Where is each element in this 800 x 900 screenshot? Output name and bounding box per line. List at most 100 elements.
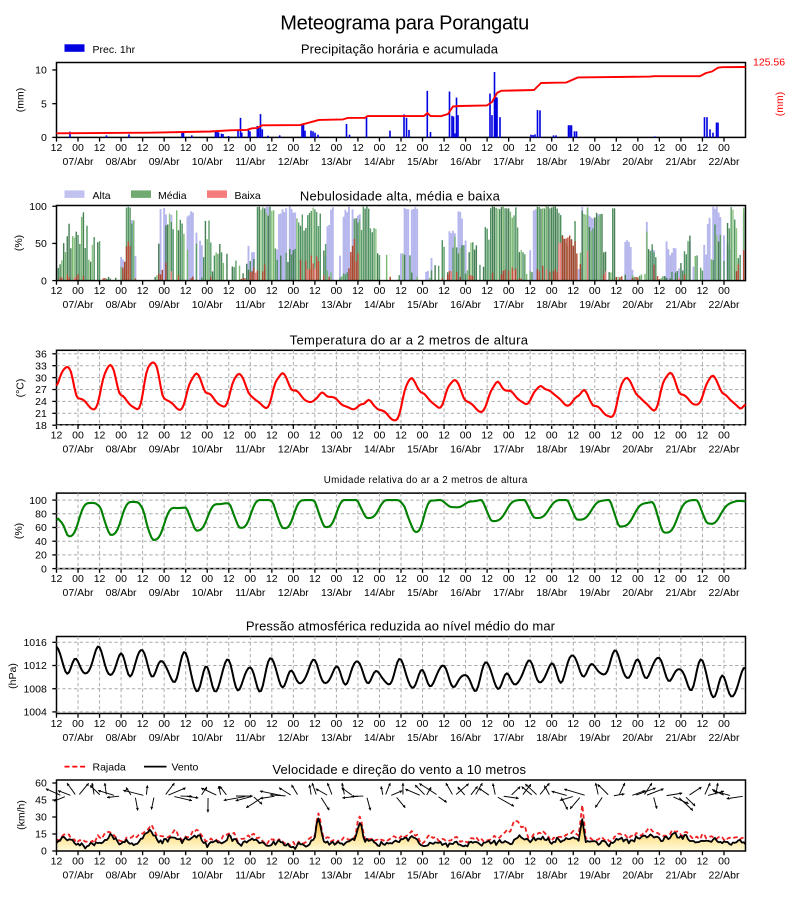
- svg-text:07/Abr: 07/Abr: [63, 732, 94, 744]
- svg-text:00: 00: [72, 142, 84, 154]
- svg-text:00: 00: [244, 285, 256, 297]
- svg-text:00: 00: [72, 429, 84, 441]
- svg-text:24: 24: [35, 396, 47, 408]
- svg-text:1004: 1004: [23, 707, 47, 719]
- svg-text:00: 00: [503, 718, 515, 730]
- svg-text:17/Abr: 17/Abr: [493, 587, 524, 599]
- svg-text:15/Abr: 15/Abr: [407, 870, 438, 882]
- svg-text:11/Abr: 11/Abr: [235, 299, 266, 311]
- svg-text:15/Abr: 15/Abr: [407, 156, 438, 168]
- svg-text:(mm): (mm): [774, 92, 786, 117]
- svg-text:00: 00: [158, 718, 170, 730]
- svg-text:00: 00: [417, 573, 429, 585]
- svg-text:14/Abr: 14/Abr: [364, 299, 395, 311]
- svg-text:00: 00: [417, 718, 429, 730]
- svg-text:00: 00: [115, 142, 127, 154]
- svg-text:08/Abr: 08/Abr: [106, 587, 137, 599]
- svg-text:12: 12: [697, 718, 709, 730]
- svg-text:12: 12: [352, 142, 364, 154]
- svg-text:00: 00: [201, 856, 213, 868]
- svg-text:00: 00: [417, 142, 429, 154]
- svg-text:12: 12: [610, 142, 622, 154]
- svg-text:12: 12: [481, 856, 493, 868]
- svg-text:(%): (%): [13, 523, 25, 539]
- svg-text:12: 12: [481, 573, 493, 585]
- svg-text:12: 12: [567, 573, 579, 585]
- svg-text:12/Abr: 12/Abr: [278, 870, 309, 882]
- svg-text:00: 00: [331, 573, 343, 585]
- svg-text:12: 12: [266, 285, 278, 297]
- svg-text:12: 12: [266, 718, 278, 730]
- svg-text:00: 00: [374, 718, 386, 730]
- svg-text:12: 12: [137, 285, 149, 297]
- svg-text:12: 12: [438, 285, 450, 297]
- svg-text:60: 60: [35, 522, 47, 534]
- svg-text:11/Abr: 11/Abr: [235, 587, 266, 599]
- svg-text:21/Abr: 21/Abr: [665, 732, 696, 744]
- svg-text:12: 12: [180, 429, 192, 441]
- svg-text:00: 00: [201, 573, 213, 585]
- svg-text:00: 00: [115, 429, 127, 441]
- svg-text:19/Abr: 19/Abr: [579, 587, 610, 599]
- svg-text:09/Abr: 09/Abr: [149, 156, 180, 168]
- svg-text:00: 00: [718, 142, 730, 154]
- svg-text:00: 00: [589, 285, 601, 297]
- svg-text:00: 00: [201, 718, 213, 730]
- svg-text:20/Abr: 20/Abr: [622, 732, 653, 744]
- svg-text:12: 12: [567, 429, 579, 441]
- svg-text:11/Abr: 11/Abr: [235, 156, 266, 168]
- svg-text:12: 12: [223, 142, 235, 154]
- svg-text:12: 12: [223, 718, 235, 730]
- svg-text:09/Abr: 09/Abr: [149, 443, 180, 455]
- svg-text:(hPa): (hPa): [7, 663, 19, 689]
- svg-text:00: 00: [718, 856, 730, 868]
- svg-text:18/Abr: 18/Abr: [536, 732, 567, 744]
- svg-text:12: 12: [266, 573, 278, 585]
- svg-text:12: 12: [567, 142, 579, 154]
- svg-text:12: 12: [654, 573, 666, 585]
- svg-text:21/Abr: 21/Abr: [665, 870, 696, 882]
- svg-text:Vento: Vento: [172, 762, 199, 774]
- svg-text:12: 12: [610, 856, 622, 868]
- svg-text:14/Abr: 14/Abr: [364, 443, 395, 455]
- svg-text:12: 12: [610, 718, 622, 730]
- svg-text:12: 12: [395, 573, 407, 585]
- svg-text:00: 00: [632, 718, 644, 730]
- svg-text:00: 00: [244, 429, 256, 441]
- svg-text:12: 12: [697, 856, 709, 868]
- svg-text:80: 80: [35, 509, 47, 521]
- svg-text:18/Abr: 18/Abr: [536, 587, 567, 599]
- svg-text:10/Abr: 10/Abr: [192, 870, 223, 882]
- svg-text:00: 00: [589, 718, 601, 730]
- svg-text:00: 00: [589, 142, 601, 154]
- svg-text:00: 00: [718, 429, 730, 441]
- svg-text:00: 00: [72, 856, 84, 868]
- svg-text:12: 12: [567, 285, 579, 297]
- svg-text:00: 00: [589, 856, 601, 868]
- svg-text:12: 12: [352, 429, 364, 441]
- svg-text:07/Abr: 07/Abr: [63, 870, 94, 882]
- svg-text:00: 00: [72, 573, 84, 585]
- svg-text:12: 12: [352, 856, 364, 868]
- svg-text:(°C): (°C): [15, 379, 27, 398]
- svg-text:00: 00: [718, 573, 730, 585]
- svg-text:19/Abr: 19/Abr: [579, 156, 610, 168]
- svg-text:00: 00: [460, 856, 472, 868]
- svg-text:17/Abr: 17/Abr: [493, 299, 524, 311]
- svg-text:5: 5: [41, 98, 47, 110]
- svg-text:12: 12: [180, 718, 192, 730]
- svg-text:Temperatura do ar a 2 metros d: Temperatura do ar a 2 metros de altura: [290, 332, 529, 347]
- svg-text:10: 10: [35, 65, 47, 77]
- svg-text:00: 00: [374, 142, 386, 154]
- svg-text:21/Abr: 21/Abr: [665, 299, 696, 311]
- svg-text:12: 12: [180, 573, 192, 585]
- svg-text:60: 60: [35, 778, 47, 790]
- svg-text:00: 00: [115, 573, 127, 585]
- svg-text:20/Abr: 20/Abr: [622, 587, 653, 599]
- svg-text:12: 12: [697, 142, 709, 154]
- svg-text:11/Abr: 11/Abr: [235, 732, 266, 744]
- svg-text:12: 12: [137, 856, 149, 868]
- svg-text:00: 00: [331, 285, 343, 297]
- svg-text:00: 00: [417, 429, 429, 441]
- svg-text:15/Abr: 15/Abr: [407, 732, 438, 744]
